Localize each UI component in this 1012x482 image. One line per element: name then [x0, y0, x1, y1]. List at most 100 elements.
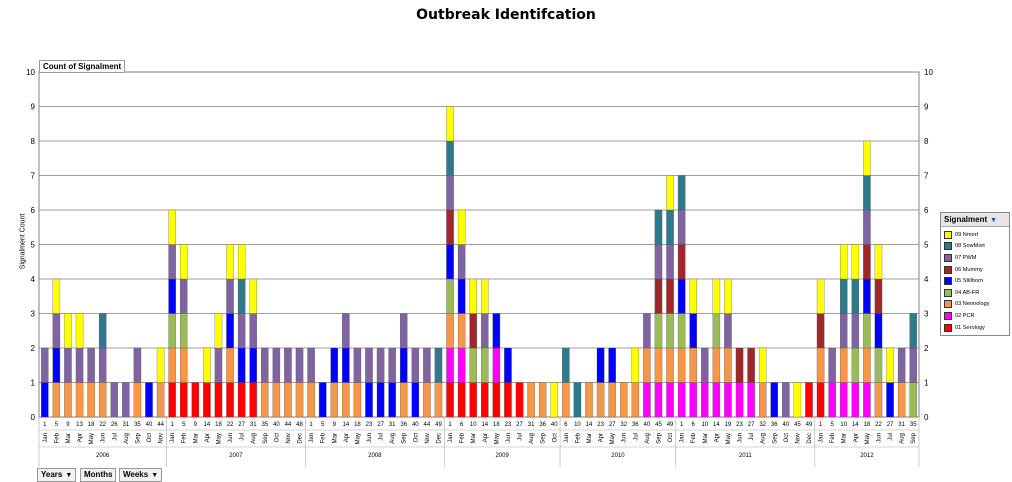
bar-segment-01 [226, 382, 234, 418]
x-month-label: Jun [738, 433, 744, 443]
bar-segment-07 [481, 313, 489, 349]
x-week-label: 31 [898, 422, 905, 428]
x-month-label: Mar [587, 433, 593, 443]
bar-segment-07 [179, 278, 188, 314]
legend-item: 07 PWM [944, 252, 1009, 264]
x-month-label: Jul [112, 433, 118, 441]
bar-segment-03 [307, 382, 315, 418]
years-filter-button[interactable]: Years ▼ [37, 468, 77, 482]
legend-list: 09 Nmort 08 SowMort 07 PWM 06 Mummy 05 Still… [941, 227, 1009, 335]
x-week-label: 10 [574, 422, 581, 428]
bar-segment-05 [399, 347, 408, 383]
bar-segment-03 [677, 347, 686, 383]
bar-segment-03 [631, 382, 640, 418]
y-tick-label-left: 10 [26, 68, 35, 77]
bar-segment-07 [52, 313, 61, 349]
bar-segment-05 [886, 382, 894, 418]
x-month-label: Feb [182, 432, 188, 443]
bar-segment-07 [64, 347, 72, 383]
y-tick-label-left: 7 [31, 172, 36, 181]
bar-segment-03 [816, 347, 825, 383]
x-week-label: 5 [55, 422, 59, 428]
legend-item: 09 Nmort [944, 229, 1009, 241]
x-month-label: Jan [564, 433, 570, 443]
bar-segment-07 [863, 209, 871, 245]
bar-segment-05 [411, 382, 420, 418]
bar-segment-07 [365, 347, 373, 383]
x-week-label: 14 [713, 422, 720, 428]
bar-segment-08 [434, 347, 443, 383]
bar-segment-09 [631, 347, 640, 383]
measure-field-button[interactable]: Count of Signalment [39, 60, 126, 73]
x-month-label: Jul [518, 433, 524, 441]
x-week-label: 48 [296, 422, 303, 428]
x-week-label: 10 [701, 422, 708, 428]
bar-segment-05 [365, 382, 373, 418]
legend-swatch [944, 265, 952, 274]
bar-segment-09 [689, 278, 697, 314]
legend-item: 06 Mummy [944, 264, 1009, 276]
bar-segment-03 [446, 313, 454, 349]
x-month-label: Jan [448, 433, 454, 443]
x-week-label: 14 [852, 422, 859, 428]
x-month-label: Jan [819, 433, 825, 443]
bar-segment-03 [724, 347, 732, 383]
chevron-down-icon: ▼ [151, 472, 159, 479]
bar-segment-02 [446, 347, 454, 383]
bar-segment-01 [504, 382, 512, 418]
bar-segment-09 [874, 244, 883, 280]
x-week-label: 40 [644, 422, 651, 428]
x-month-label: Sep [911, 432, 917, 443]
x-month-label: Jul [749, 433, 755, 441]
bar-segment-03 [399, 382, 408, 418]
x-month-label: Jul [240, 433, 246, 441]
x-week-label: 23 [366, 422, 373, 428]
weeks-filter-button[interactable]: Weeks ▼ [119, 468, 163, 482]
bar-segment-05 [689, 313, 697, 349]
x-year-label: 2008 [368, 453, 382, 459]
x-week-label: 6 [692, 422, 696, 428]
x-month-label: Apr [78, 433, 84, 442]
x-week-label: 44 [157, 422, 164, 428]
x-week-label: 22 [99, 422, 106, 428]
y-tick-label-left: 1 [31, 379, 36, 388]
x-month-label: Jun [101, 433, 107, 443]
x-week-label: 19 [725, 422, 732, 428]
bar-segment-01 [805, 382, 813, 418]
bar-segment-01 [816, 382, 825, 418]
bar-segment-09 [816, 278, 825, 314]
x-month-label: Apr [714, 433, 720, 442]
bar-segment-07 [724, 313, 732, 349]
bar-segment-07 [446, 175, 454, 211]
bar-segment-03 [585, 382, 593, 418]
x-year-label: 2010 [611, 453, 625, 459]
bar-segment-03 [758, 382, 767, 418]
bar-segment-05 [237, 347, 246, 383]
bar-segment-06 [747, 347, 755, 383]
legend-header-button[interactable]: Signalment ▼ [941, 213, 1009, 227]
bar-segment-02 [724, 382, 732, 418]
bar-segment-09 [457, 209, 466, 245]
y-tick-label-left: 9 [31, 103, 36, 112]
x-month-label: Jan [309, 433, 315, 443]
bar-segment-06 [654, 278, 663, 314]
x-week-label: 14 [586, 422, 593, 428]
x-month-label: Feb [321, 432, 327, 443]
y-tick-label-right: 4 [924, 275, 929, 284]
x-week-label: 6 [564, 422, 568, 428]
x-week-label: 31 [122, 422, 129, 428]
bar-segment-01 [457, 382, 466, 418]
bar-segment-02 [840, 382, 848, 418]
x-week-label: 27 [516, 422, 523, 428]
bar-segment-07 [677, 209, 686, 245]
months-filter-button[interactable]: Months [80, 468, 117, 482]
legend-swatch [944, 277, 952, 286]
bar-segment-07 [98, 347, 107, 383]
x-week-label: 31 [250, 422, 257, 428]
bar-segment-07 [342, 313, 350, 349]
bar-segment-05 [145, 382, 153, 418]
x-week-label: 1 [309, 422, 313, 428]
bar-segment-05 [52, 347, 61, 383]
x-month-label: Aug [645, 433, 651, 444]
bar-segment-03 [133, 382, 142, 418]
